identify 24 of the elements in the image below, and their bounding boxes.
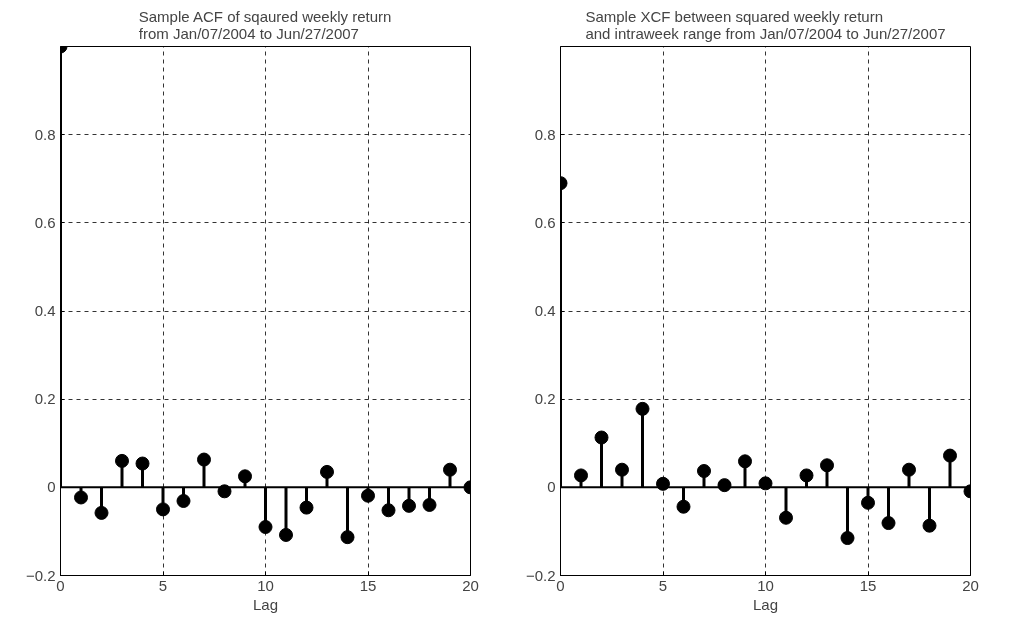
x-tick-label: 15 xyxy=(359,576,377,594)
y-tick-label: 0.4 xyxy=(534,302,556,319)
y-tick-label: 0.6 xyxy=(534,213,556,231)
y-tick-label: 0 xyxy=(47,478,56,496)
x-tick-label: 20 xyxy=(962,576,979,594)
x-tick-label: 20 xyxy=(462,576,479,594)
y-tick-label: 0.6 xyxy=(34,213,56,231)
y-tick-label: −0.2 xyxy=(25,566,56,584)
y-tick-label: −0.2 xyxy=(525,566,556,584)
x-axis-title: Lag xyxy=(752,595,779,613)
x-axis-title: Lag xyxy=(252,595,279,613)
chart-title: Sample XCF between squared weekly return and intraweek range from Jan/07/2004 to Jun/27/2007 xyxy=(585,7,946,42)
y-tick-label: 0.8 xyxy=(534,125,556,143)
chart-title: Sample ACF of sqaured weekly return from Jan/07/2004 to Jun/27/2007 xyxy=(138,7,392,42)
y-tick-label: 0.2 xyxy=(534,390,556,408)
y-tick-label: 0.2 xyxy=(34,390,56,408)
x-tick-label: 15 xyxy=(859,576,877,594)
y-tick-label: 0.4 xyxy=(34,302,56,319)
y-tick-label: 0.8 xyxy=(34,125,56,143)
x-tick-label: 10 xyxy=(257,576,274,594)
x-tick-label: 5 xyxy=(658,576,668,594)
y-tick-label: 0 xyxy=(547,478,556,496)
x-tick-label: 10 xyxy=(757,576,774,594)
x-tick-label: 5 xyxy=(158,576,168,594)
